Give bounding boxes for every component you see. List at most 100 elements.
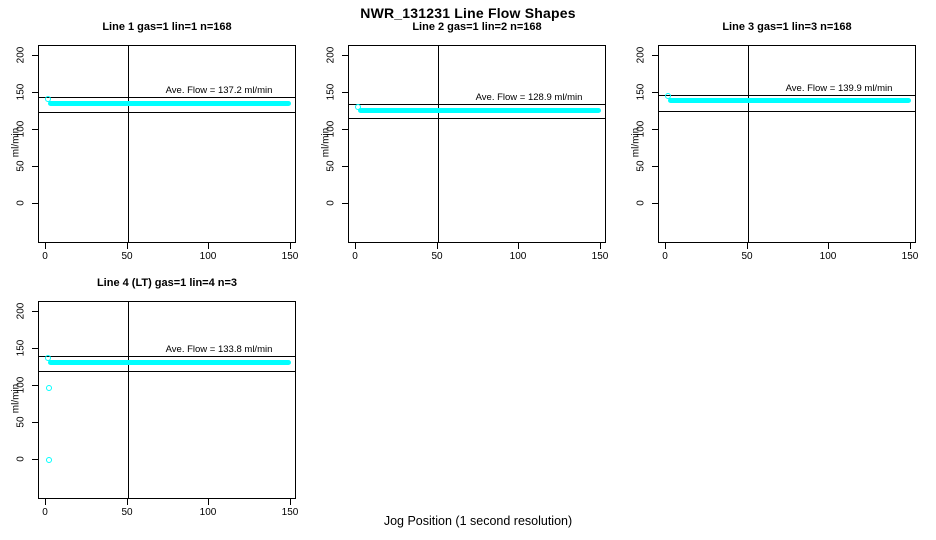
y-tick-label: 100 bbox=[15, 120, 27, 138]
x-tick bbox=[600, 243, 601, 249]
x-tick bbox=[518, 243, 519, 249]
y-tick-label: 200 bbox=[15, 46, 27, 64]
plot-area: Ave. Flow = 137.2 ml/min bbox=[38, 45, 296, 243]
x-tick-label: 150 bbox=[281, 251, 299, 262]
y-tick-label: 150 bbox=[15, 83, 27, 101]
data-point bbox=[664, 93, 671, 100]
y-tick-label: 200 bbox=[325, 46, 337, 64]
lower-ref-line bbox=[659, 110, 915, 112]
x-tick-label: 150 bbox=[281, 507, 299, 518]
y-axis-label: ml/min bbox=[630, 127, 642, 158]
x-axis-title: Jog Position (1 second resolution) bbox=[383, 514, 573, 528]
x-tick bbox=[290, 243, 291, 249]
y-tick bbox=[652, 129, 658, 130]
x-tick-label: 150 bbox=[591, 251, 609, 262]
x-tick bbox=[437, 243, 438, 249]
y-tick bbox=[32, 348, 38, 349]
y-tick-label: 100 bbox=[325, 120, 337, 138]
y-tick bbox=[32, 203, 38, 204]
x-tick-label: 50 bbox=[431, 251, 443, 262]
y-tick bbox=[342, 203, 348, 204]
y-tick-label: 50 bbox=[325, 160, 337, 172]
x-tick-label: 150 bbox=[901, 251, 919, 262]
x-tick-label: 50 bbox=[121, 507, 133, 518]
x-tick bbox=[45, 243, 46, 249]
y-tick bbox=[342, 166, 348, 167]
y-tick-label: 200 bbox=[15, 302, 27, 320]
y-tick-label: 150 bbox=[325, 83, 337, 101]
data-point-band bbox=[47, 100, 291, 106]
panel-line-2: Line 2 gas=1 lin=2 n=168 ml/min 200 150 … bbox=[310, 18, 620, 268]
y-tick-label: 50 bbox=[15, 416, 27, 428]
data-point bbox=[44, 354, 51, 361]
x-tick-label: 100 bbox=[199, 251, 217, 262]
upper-ref-line bbox=[39, 355, 295, 357]
y-tick-label: 0 bbox=[15, 456, 27, 462]
ave-flow-annotation: Ave. Flow = 133.8 ml/min bbox=[165, 343, 273, 355]
y-tick bbox=[342, 92, 348, 93]
vertical-ref-line bbox=[747, 46, 749, 242]
x-tick bbox=[208, 499, 209, 505]
plot-area: Ave. Flow = 128.9 ml/min bbox=[348, 45, 606, 243]
panel-title: Line 1 gas=1 lin=1 n=168 bbox=[102, 21, 232, 33]
x-tick bbox=[127, 243, 128, 249]
x-tick bbox=[355, 243, 356, 249]
vertical-ref-line bbox=[437, 46, 439, 242]
panel-line-3: Line 3 gas=1 lin=3 n=168 ml/min 200 150 … bbox=[620, 18, 930, 268]
y-tick-label: 200 bbox=[635, 46, 647, 64]
upper-ref-line bbox=[39, 97, 295, 99]
vertical-ref-line bbox=[127, 46, 129, 242]
data-point bbox=[46, 457, 53, 463]
y-tick-label: 0 bbox=[635, 200, 647, 206]
panel-title: Line 4 (LT) gas=1 lin=4 n=3 bbox=[96, 277, 238, 289]
x-tick bbox=[665, 243, 666, 249]
y-tick-label: 150 bbox=[15, 339, 27, 357]
plot-area: Ave. Flow = 133.8 ml/min bbox=[38, 301, 296, 499]
x-tick bbox=[290, 499, 291, 505]
x-tick bbox=[208, 243, 209, 249]
y-tick-label: 100 bbox=[15, 376, 27, 394]
data-point-band bbox=[667, 98, 911, 104]
y-tick bbox=[32, 129, 38, 130]
y-axis-label: ml/min bbox=[10, 127, 22, 158]
y-axis-label: ml/min bbox=[10, 383, 22, 414]
y-tick-label: 150 bbox=[635, 83, 647, 101]
y-tick bbox=[32, 459, 38, 460]
y-tick-label: 100 bbox=[635, 120, 647, 138]
y-tick bbox=[32, 55, 38, 56]
y-tick bbox=[32, 92, 38, 93]
x-tick bbox=[127, 499, 128, 505]
x-tick-label: 0 bbox=[42, 507, 48, 518]
ave-flow-annotation: Ave. Flow = 139.9 ml/min bbox=[785, 83, 893, 94]
y-tick bbox=[32, 385, 38, 386]
upper-ref-line bbox=[659, 95, 915, 96]
y-tick bbox=[32, 422, 38, 423]
x-tick-label: 0 bbox=[42, 251, 48, 262]
plot-area: Ave. Flow = 139.9 ml/min bbox=[658, 45, 916, 243]
figure-title: NWR_131231 Line Flow Shapes bbox=[360, 5, 576, 21]
y-tick-label: 0 bbox=[325, 200, 337, 206]
x-tick bbox=[45, 499, 46, 505]
data-point-band bbox=[357, 108, 601, 113]
panel-title: Line 3 gas=1 lin=3 n=168 bbox=[722, 21, 852, 33]
x-tick-label: 100 bbox=[819, 251, 837, 262]
x-tick-label: 100 bbox=[199, 507, 217, 518]
x-tick-label: 0 bbox=[662, 251, 668, 262]
panel-line-1: Line 1 gas=1 lin=1 n=168 ml/min 200 150 … bbox=[0, 18, 310, 268]
x-tick-label: 100 bbox=[509, 251, 527, 262]
y-tick-label: 0 bbox=[15, 200, 27, 206]
x-tick bbox=[747, 243, 748, 249]
data-point bbox=[44, 95, 51, 102]
x-tick-label: 50 bbox=[741, 251, 753, 262]
data-point-band bbox=[47, 359, 291, 365]
upper-ref-line bbox=[349, 103, 605, 105]
y-tick bbox=[32, 311, 38, 312]
data-point bbox=[354, 103, 361, 110]
y-tick bbox=[652, 203, 658, 204]
lower-ref-line bbox=[39, 112, 295, 114]
y-tick bbox=[652, 55, 658, 56]
x-tick bbox=[910, 243, 911, 249]
x-tick bbox=[828, 243, 829, 249]
vertical-ref-line bbox=[127, 302, 129, 498]
y-tick-label: 50 bbox=[15, 160, 27, 172]
